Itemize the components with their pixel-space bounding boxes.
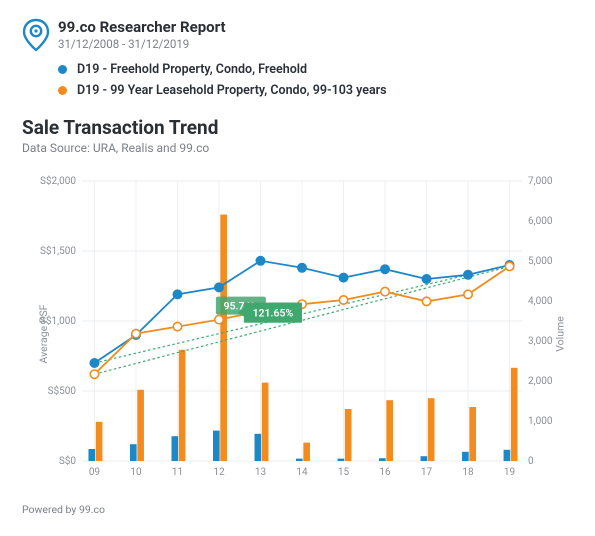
svg-text:0: 0: [528, 456, 534, 467]
svg-text:S$2,000: S$2,000: [40, 174, 76, 187]
svg-text:S$0: S$0: [59, 454, 77, 467]
svg-text:2,000: 2,000: [528, 376, 553, 387]
chart-title: Sale Transaction Trend: [22, 116, 573, 139]
svg-text:6,000: 6,000: [528, 216, 553, 227]
svg-text:13: 13: [255, 467, 266, 478]
svg-text:S$1,500: S$1,500: [40, 244, 76, 257]
svg-text:18: 18: [462, 467, 474, 478]
svg-text:7,000: 7,000: [528, 176, 553, 187]
chart-data-source: Data Source: URA, Realis and 99.co: [22, 141, 573, 155]
legend-item: D19 - 99 Year Leasehold Property, Condo,…: [58, 83, 573, 98]
y-axis-left-label: Average PSF: [37, 305, 50, 364]
svg-text:12: 12: [213, 467, 225, 478]
legend-dot-icon: [58, 86, 67, 95]
legend-label: D19 - 99 Year Leasehold Property, Condo,…: [77, 83, 387, 98]
svg-text:3,000: 3,000: [528, 336, 553, 347]
brand-logo-icon: [22, 18, 50, 52]
svg-text:17: 17: [421, 467, 433, 478]
report-date-range: 31/12/2008 - 31/12/2019: [58, 37, 226, 51]
footer-text: Powered by 99.co: [22, 503, 573, 516]
svg-text:1,000: 1,000: [528, 416, 553, 427]
report-title: 99.co Researcher Report: [58, 18, 226, 36]
chart-area: Average PSF Volume S$0S$500S$1,000S$1,50…: [22, 169, 572, 499]
report-container: 99.co Researcher Report 31/12/2008 - 31/…: [0, 0, 595, 524]
chart-svg: S$0S$500S$1,000S$1,500S$2,00001,0002,000…: [22, 169, 572, 499]
svg-text:11: 11: [172, 467, 183, 478]
y-axis-right-label: Volume: [554, 316, 567, 352]
report-header: 99.co Researcher Report 31/12/2008 - 31/…: [22, 18, 573, 52]
svg-text:10: 10: [130, 467, 142, 478]
svg-text:09: 09: [89, 467, 100, 478]
legend: D19 - Freehold Property, Condo, Freehold…: [58, 62, 573, 98]
svg-text:4,000: 4,000: [528, 296, 553, 307]
svg-text:15: 15: [338, 467, 350, 478]
svg-text:121.65%: 121.65%: [253, 307, 294, 320]
svg-text:5,000: 5,000: [528, 256, 553, 267]
svg-text:14: 14: [296, 467, 308, 478]
legend-item: D19 - Freehold Property, Condo, Freehold: [58, 62, 573, 77]
svg-text:19: 19: [504, 467, 515, 478]
svg-text:S$500: S$500: [48, 384, 77, 397]
legend-dot-icon: [58, 65, 67, 74]
legend-label: D19 - Freehold Property, Condo, Freehold: [77, 62, 307, 77]
svg-text:16: 16: [379, 467, 391, 478]
